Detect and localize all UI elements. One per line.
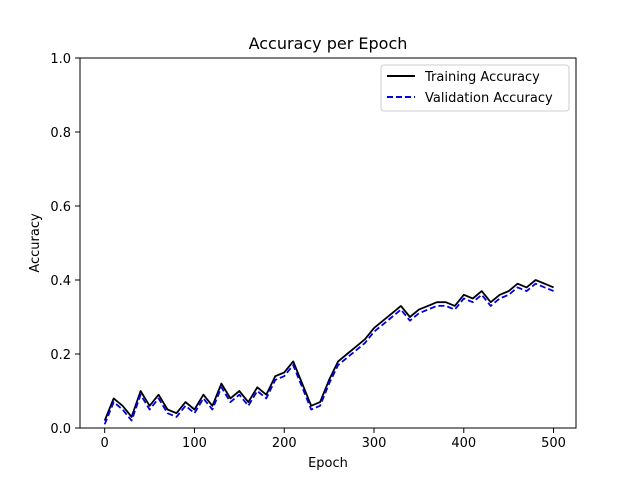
x-axis-label: Epoch — [308, 456, 348, 471]
y-axis: 0.0 0.2 0.4 0.6 0.8 1.0 — [50, 52, 80, 437]
y-tick-label: 0.4 — [50, 274, 71, 289]
x-tick-label: 400 — [451, 436, 476, 451]
y-tick-label: 0.0 — [50, 422, 71, 437]
y-axis-label: Accuracy — [28, 213, 43, 273]
x-tick-label: 200 — [272, 436, 297, 451]
x-tick-label: 300 — [362, 436, 387, 451]
series-layer — [103, 279, 554, 425]
x-tick-label: 500 — [541, 436, 566, 451]
x-tick-label: 0 — [101, 436, 109, 451]
legend-label-training: Training Accuracy — [424, 70, 540, 85]
chart-title: Accuracy per Epoch — [249, 34, 408, 53]
y-tick-label: 0.6 — [50, 200, 71, 215]
legend-label-validation: Validation Accuracy — [425, 91, 553, 106]
legend-box — [380, 64, 570, 112]
x-tick-label: 100 — [182, 436, 207, 451]
plot-frame — [79, 57, 577, 429]
legend: Training Accuracy Validation Accuracy — [380, 64, 570, 112]
series-line-training — [103, 279, 554, 421]
y-tick-label: 1.0 — [50, 52, 71, 67]
x-axis: 0 100 200 300 400 500 — [101, 428, 566, 451]
series-line-validation — [103, 282, 554, 425]
y-tick-label: 0.2 — [50, 348, 71, 363]
y-tick-label: 0.8 — [50, 126, 71, 141]
